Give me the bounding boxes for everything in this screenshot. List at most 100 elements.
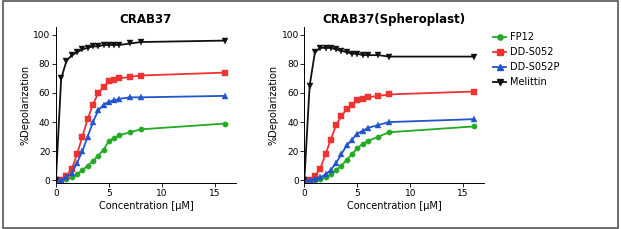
FP12 <box>386 131 393 134</box>
Melittin <box>470 55 478 58</box>
DD-S052 <box>105 80 112 83</box>
DD-S052P <box>63 176 70 179</box>
DD-S052 <box>79 135 86 138</box>
DD-S052 <box>317 167 324 170</box>
FP12 <box>79 169 86 172</box>
DD-S052 <box>111 79 118 81</box>
DD-S052 <box>73 153 81 155</box>
Melittin <box>332 48 340 51</box>
FP12 <box>306 179 314 182</box>
X-axis label: Concentration [μM]: Concentration [μM] <box>347 201 442 210</box>
DD-S052 <box>348 103 356 106</box>
DD-S052 <box>100 86 107 89</box>
DD-S052P <box>327 169 335 172</box>
DD-S052P <box>311 177 319 180</box>
DD-S052 <box>470 90 478 93</box>
DD-S052 <box>311 174 319 177</box>
Melittin <box>364 54 371 57</box>
FP12 <box>94 154 102 157</box>
DD-S052P <box>222 95 229 97</box>
Melittin <box>359 54 366 57</box>
Melittin <box>137 41 144 44</box>
DD-S052P <box>89 121 97 123</box>
FP12 <box>374 135 382 138</box>
FP12 <box>470 125 478 128</box>
Title: CRAB37(Spheroplast): CRAB37(Spheroplast) <box>323 13 466 26</box>
Line: FP12: FP12 <box>302 124 476 183</box>
Line: DD-S052: DD-S052 <box>302 89 476 183</box>
DD-S052 <box>52 179 60 182</box>
DD-S052 <box>58 179 65 182</box>
DD-S052P <box>73 161 81 164</box>
Line: DD-S052: DD-S052 <box>53 70 228 183</box>
Y-axis label: %Depolarization: %Depolarization <box>20 65 30 145</box>
DD-S052 <box>359 97 366 100</box>
FP12 <box>116 134 123 136</box>
DD-S052 <box>386 93 393 96</box>
DD-S052P <box>338 153 345 155</box>
DD-S052 <box>353 99 361 102</box>
DD-S052P <box>332 161 340 164</box>
DD-S052P <box>386 121 393 123</box>
Melittin <box>105 44 112 46</box>
Legend: FP12, DD-S052, DD-S052P, Melittin: FP12, DD-S052, DD-S052P, Melittin <box>493 32 560 87</box>
DD-S052 <box>126 76 134 78</box>
DD-S052P <box>364 127 371 129</box>
FP12 <box>338 164 345 167</box>
DD-S052P <box>68 172 76 174</box>
DD-S052P <box>322 173 329 176</box>
DD-S052P <box>374 124 382 126</box>
FP12 <box>111 137 118 139</box>
DD-S052 <box>68 167 76 170</box>
FP12 <box>222 122 229 125</box>
Melittin <box>63 60 70 62</box>
Melittin <box>386 55 393 58</box>
DD-S052P <box>348 138 356 141</box>
DD-S052P <box>126 96 134 99</box>
Line: FP12: FP12 <box>53 121 228 183</box>
FP12 <box>100 148 107 151</box>
Line: DD-S052P: DD-S052P <box>302 117 476 183</box>
Melittin <box>126 42 134 45</box>
Melittin <box>58 77 65 80</box>
DD-S052 <box>94 92 102 94</box>
FP12 <box>348 153 356 155</box>
Line: DD-S052P: DD-S052P <box>53 93 228 183</box>
X-axis label: Concentration [μM]: Concentration [μM] <box>99 201 193 210</box>
FP12 <box>52 179 60 182</box>
DD-S052P <box>100 103 107 106</box>
FP12 <box>332 169 340 172</box>
DD-S052P <box>359 129 366 132</box>
Melittin <box>348 52 356 55</box>
Melittin <box>338 49 345 52</box>
Line: Melittin: Melittin <box>302 45 476 183</box>
Melittin <box>311 51 319 54</box>
FP12 <box>359 142 366 145</box>
Melittin <box>353 52 361 55</box>
Melittin <box>327 46 335 49</box>
Melittin <box>343 51 350 54</box>
Melittin <box>317 46 324 49</box>
Melittin <box>374 54 382 57</box>
Melittin <box>89 45 97 48</box>
DD-S052 <box>89 103 97 106</box>
Melittin <box>94 45 102 48</box>
DD-S052 <box>306 179 314 182</box>
DD-S052P <box>84 135 91 138</box>
FP12 <box>364 140 371 142</box>
Melittin <box>322 46 329 49</box>
FP12 <box>105 140 112 142</box>
Melittin <box>73 51 81 54</box>
DD-S052 <box>84 118 91 120</box>
FP12 <box>343 158 350 161</box>
DD-S052 <box>301 179 308 182</box>
DD-S052P <box>79 150 86 153</box>
DD-S052P <box>137 96 144 99</box>
DD-S052P <box>301 179 308 182</box>
DD-S052P <box>353 132 361 135</box>
FP12 <box>353 147 361 150</box>
FP12 <box>301 179 308 182</box>
DD-S052 <box>364 96 371 99</box>
FP12 <box>126 131 134 134</box>
DD-S052P <box>111 99 118 102</box>
